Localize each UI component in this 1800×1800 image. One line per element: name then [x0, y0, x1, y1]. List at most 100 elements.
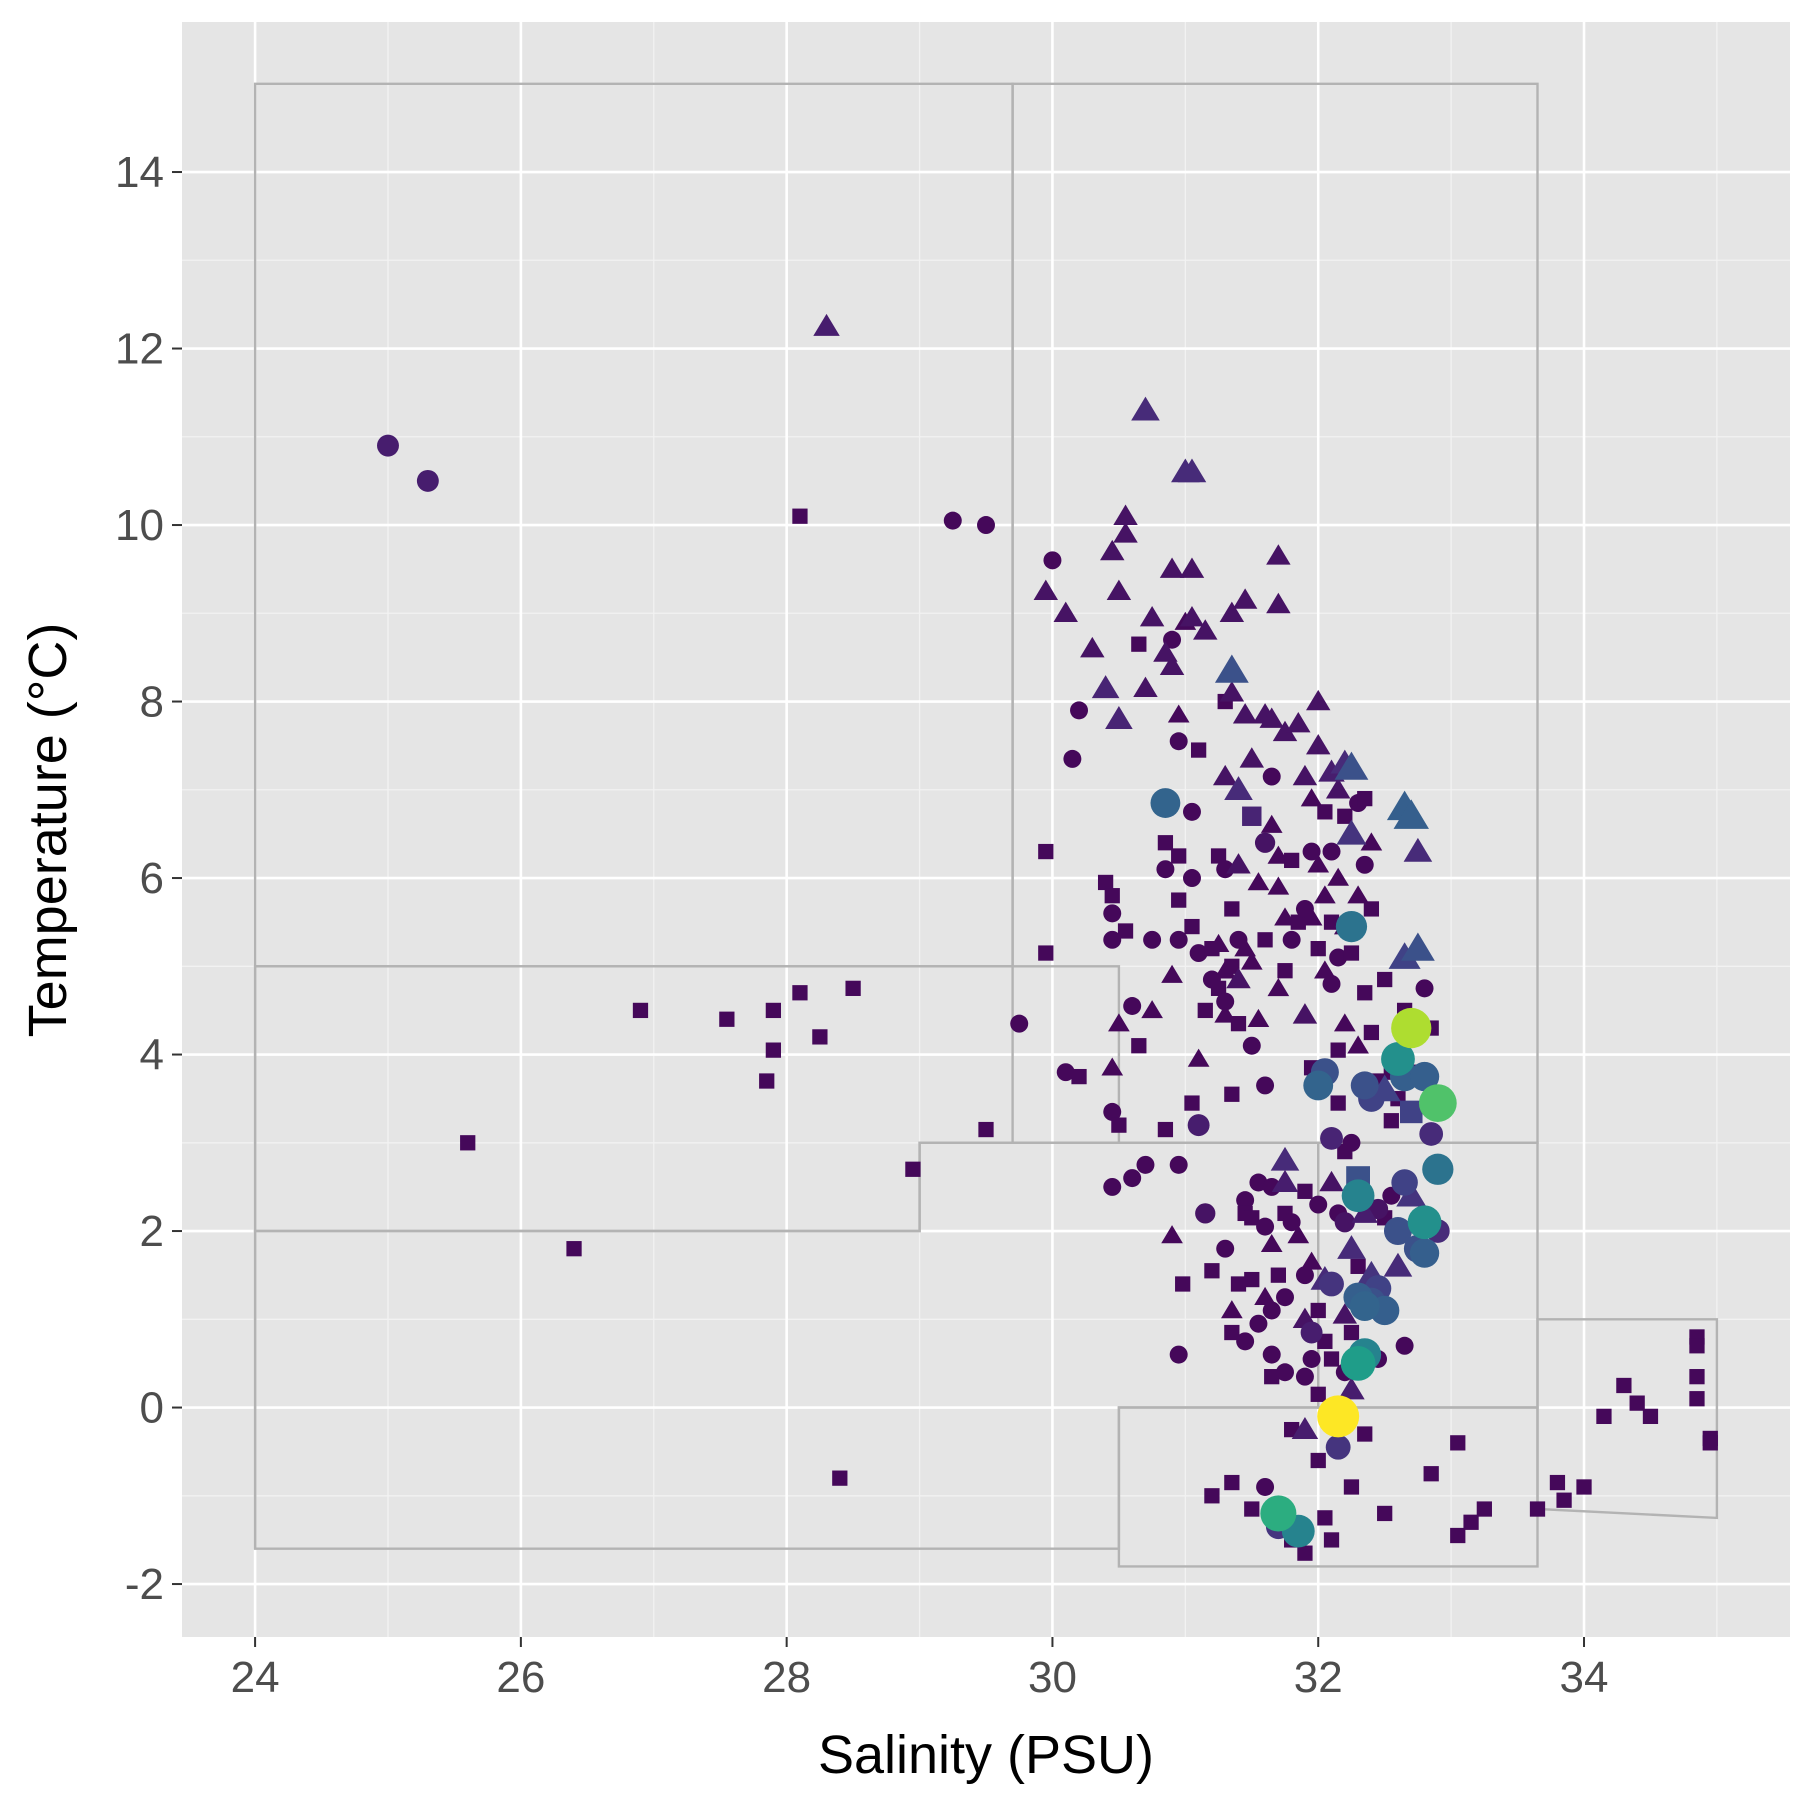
data-point-triangle — [1212, 764, 1238, 786]
y-tick-label: 0 — [140, 1384, 164, 1433]
data-point-triangle — [1224, 776, 1253, 801]
data-point-square — [1224, 1086, 1240, 1102]
data-point-circle — [1350, 1071, 1379, 1100]
data-point-square — [1350, 1258, 1366, 1274]
y-tick-label: 10 — [115, 501, 164, 550]
data-point-square — [1264, 1369, 1280, 1385]
data-point-square — [1556, 1492, 1572, 1508]
data-point-square — [1689, 1369, 1705, 1385]
data-point-circle — [1340, 1346, 1376, 1381]
data-point-circle — [1302, 842, 1321, 861]
data-point-triangle — [1266, 544, 1291, 565]
y-tick-label: 4 — [140, 1031, 164, 1080]
data-point-triangle — [1300, 1251, 1323, 1270]
data-point-triangle — [1234, 938, 1256, 957]
data-point-square — [1616, 1377, 1632, 1394]
data-point-square — [1117, 923, 1134, 939]
y-axis-title: Temperature (°C) — [18, 623, 78, 1038]
data-point-square — [1230, 1016, 1247, 1032]
data-point-square — [1131, 1038, 1147, 1054]
data-point-square — [1337, 808, 1353, 824]
data-point-triangle — [1314, 960, 1336, 979]
data-point-triangle — [1368, 1074, 1401, 1102]
data-point-square — [1377, 1505, 1393, 1522]
data-point-circle — [1070, 701, 1089, 720]
data-point-circle — [1349, 1291, 1380, 1321]
data-point-circle — [1322, 842, 1341, 861]
data-point-square — [1310, 1386, 1326, 1402]
data-point-square — [1310, 1302, 1326, 1319]
data-point-circle — [1254, 832, 1276, 853]
data-point-circle — [1183, 802, 1201, 821]
data-point-triangle — [1292, 1003, 1318, 1024]
data-point-circle — [1103, 930, 1122, 949]
data-point-square — [1210, 848, 1227, 864]
data-point-square — [1450, 1435, 1466, 1451]
data-point-square — [1642, 1408, 1659, 1425]
data-point-square — [1363, 901, 1380, 917]
data-point-circle — [1236, 1191, 1255, 1210]
data-point-circle — [1381, 1042, 1415, 1076]
data-point-triangle — [1226, 853, 1251, 874]
data-point-circle — [1216, 1239, 1235, 1258]
data-point-triangle — [1286, 711, 1311, 733]
data-point-triangle — [1247, 872, 1270, 891]
data-point-square — [1244, 1271, 1260, 1288]
data-point-circle — [1415, 979, 1434, 998]
plot-panel — [182, 22, 1790, 1637]
y-tick-label: 6 — [140, 854, 164, 903]
data-point-circle — [1169, 1345, 1188, 1364]
data-point-square — [1399, 1100, 1423, 1124]
data-point-triangle — [1108, 1013, 1130, 1032]
data-point-circle — [1303, 1070, 1334, 1101]
data-point-triangle — [1219, 681, 1245, 702]
data-point-triangle — [1141, 1000, 1163, 1019]
data-points — [377, 313, 1718, 1561]
data-point-square — [1224, 901, 1240, 917]
data-point-circle — [977, 516, 995, 535]
data-point-triangle — [1221, 1300, 1243, 1319]
data-point-circle — [1282, 1213, 1301, 1232]
data-point-triangle — [1287, 1225, 1310, 1244]
data-point-circle — [1409, 1061, 1440, 1092]
data-point-square — [1317, 1510, 1333, 1526]
data-point-square — [1071, 1068, 1087, 1085]
data-point-triangle — [1232, 703, 1258, 724]
data-point-circle — [1262, 1345, 1281, 1364]
data-point-square — [1157, 1121, 1174, 1138]
data-point-square — [460, 1135, 476, 1151]
data-point-triangle — [1177, 458, 1207, 483]
data-point-square — [1323, 914, 1340, 930]
data-point-square — [1244, 1501, 1260, 1517]
data-point-triangle — [1131, 396, 1160, 421]
data-point-triangle — [1291, 1417, 1319, 1440]
data-point-circle — [1063, 749, 1082, 768]
data-point-circle — [1407, 1205, 1442, 1240]
data-point-circle — [377, 434, 399, 457]
data-point-circle — [1183, 869, 1201, 888]
data-point-triangle — [1292, 764, 1318, 786]
x-tick-label: 26 — [496, 1653, 545, 1702]
data-point-circle — [1150, 788, 1181, 818]
data-point-circle — [1355, 855, 1374, 874]
data-point-triangle — [1305, 689, 1331, 711]
data-point-square — [1549, 1474, 1566, 1491]
data-point-triangle — [1338, 1377, 1365, 1400]
data-point-square — [1197, 1002, 1213, 1019]
data-point-circle — [1300, 1321, 1323, 1344]
data-point-triangle — [1393, 799, 1429, 829]
data-point-square — [845, 980, 861, 996]
data-point-square — [1377, 971, 1393, 988]
data-point-circle — [1383, 1217, 1412, 1246]
data-point-square — [1689, 1338, 1705, 1354]
data-point-triangle — [1033, 579, 1059, 600]
data-point-triangle — [1101, 1057, 1124, 1076]
data-point-triangle — [1214, 654, 1249, 683]
data-point-circle — [1163, 630, 1182, 649]
data-point-triangle — [813, 313, 840, 336]
data-point-circle — [1276, 1363, 1294, 1382]
data-point-triangle — [1336, 819, 1367, 845]
data-point-circle — [1236, 1332, 1255, 1351]
data-point-triangle — [1267, 845, 1290, 864]
